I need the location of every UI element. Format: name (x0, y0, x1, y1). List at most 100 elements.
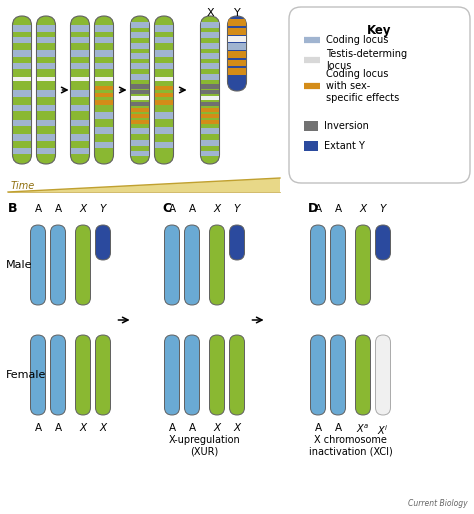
Text: Y: Y (380, 204, 386, 214)
Bar (131, 22, 149, 28)
Bar (304, 141, 318, 151)
FancyBboxPatch shape (75, 225, 91, 305)
Bar (37, 77, 55, 81)
Bar (37, 134, 55, 141)
Text: Female: Female (6, 370, 46, 380)
Bar (95, 93, 113, 97)
Bar (131, 108, 149, 112)
Bar (201, 96, 219, 100)
Bar (201, 32, 219, 38)
Bar (131, 90, 149, 95)
Text: Testis-determing
locus: Testis-determing locus (326, 49, 407, 71)
Bar (201, 84, 219, 88)
Bar (95, 100, 113, 105)
Bar (95, 77, 113, 81)
Bar (13, 120, 31, 126)
Bar (201, 108, 219, 112)
Bar (155, 93, 173, 97)
Bar (155, 77, 173, 81)
Bar (95, 36, 113, 43)
Text: X chromosome: X chromosome (314, 435, 387, 445)
Bar (71, 148, 89, 154)
FancyBboxPatch shape (229, 225, 245, 260)
Bar (228, 36, 246, 42)
Bar (71, 105, 89, 112)
Bar (131, 53, 149, 59)
Text: Key: Key (367, 24, 392, 37)
Bar (131, 84, 149, 88)
Polygon shape (8, 178, 280, 192)
Bar (37, 50, 55, 57)
Bar (155, 50, 173, 57)
Bar (13, 36, 31, 43)
Bar (201, 43, 219, 48)
Bar (71, 36, 89, 43)
Bar (13, 148, 31, 154)
Text: $X^i$: $X^i$ (377, 423, 389, 437)
Bar (228, 51, 246, 58)
FancyBboxPatch shape (210, 225, 225, 305)
Bar (131, 151, 149, 156)
FancyBboxPatch shape (184, 335, 200, 415)
Text: A: A (335, 204, 342, 214)
Bar (155, 25, 173, 31)
FancyBboxPatch shape (30, 335, 46, 415)
Text: X: X (100, 423, 107, 433)
Text: Time: Time (11, 181, 35, 191)
Text: X: X (206, 8, 214, 18)
Text: inactivation (XCI): inactivation (XCI) (309, 447, 392, 457)
Bar (155, 112, 173, 119)
Text: Male: Male (6, 260, 33, 270)
FancyBboxPatch shape (130, 16, 149, 164)
Text: X: X (359, 204, 366, 214)
FancyBboxPatch shape (310, 225, 326, 305)
Text: Extant Y: Extant Y (324, 141, 365, 151)
Bar (155, 127, 173, 134)
FancyBboxPatch shape (71, 16, 90, 164)
Bar (71, 50, 89, 57)
Bar (155, 142, 173, 148)
Text: Coding locus: Coding locus (326, 35, 388, 45)
Bar (95, 85, 113, 90)
Bar (131, 63, 149, 69)
FancyBboxPatch shape (51, 225, 65, 305)
Bar (71, 63, 89, 69)
Text: X: X (213, 204, 220, 214)
Bar (37, 90, 55, 97)
Text: X: X (80, 204, 87, 214)
FancyBboxPatch shape (95, 335, 110, 415)
Bar (13, 134, 31, 141)
Bar (37, 36, 55, 43)
FancyBboxPatch shape (289, 7, 470, 183)
Text: X: X (80, 423, 87, 433)
Text: A: A (335, 423, 342, 433)
FancyBboxPatch shape (229, 335, 245, 415)
FancyBboxPatch shape (356, 225, 371, 305)
Text: Y: Y (234, 8, 240, 18)
Bar (71, 77, 89, 81)
Bar (95, 50, 113, 57)
Bar (201, 90, 219, 95)
FancyBboxPatch shape (330, 335, 346, 415)
Bar (71, 134, 89, 141)
Bar (201, 63, 219, 69)
Bar (13, 90, 31, 97)
Text: A: A (314, 204, 321, 214)
Bar (155, 100, 173, 105)
Bar (71, 120, 89, 126)
FancyBboxPatch shape (184, 225, 200, 305)
Text: A: A (168, 204, 175, 214)
Text: Y: Y (234, 204, 240, 214)
Text: (XUR): (XUR) (191, 447, 219, 457)
Bar (304, 121, 318, 131)
Bar (37, 120, 55, 126)
Text: Y: Y (100, 204, 106, 214)
FancyBboxPatch shape (95, 225, 110, 260)
Bar (71, 25, 89, 31)
Bar (95, 112, 113, 119)
Bar (131, 102, 149, 106)
FancyBboxPatch shape (94, 16, 113, 164)
Bar (37, 148, 55, 154)
Text: X: X (233, 423, 241, 433)
FancyBboxPatch shape (210, 335, 225, 415)
